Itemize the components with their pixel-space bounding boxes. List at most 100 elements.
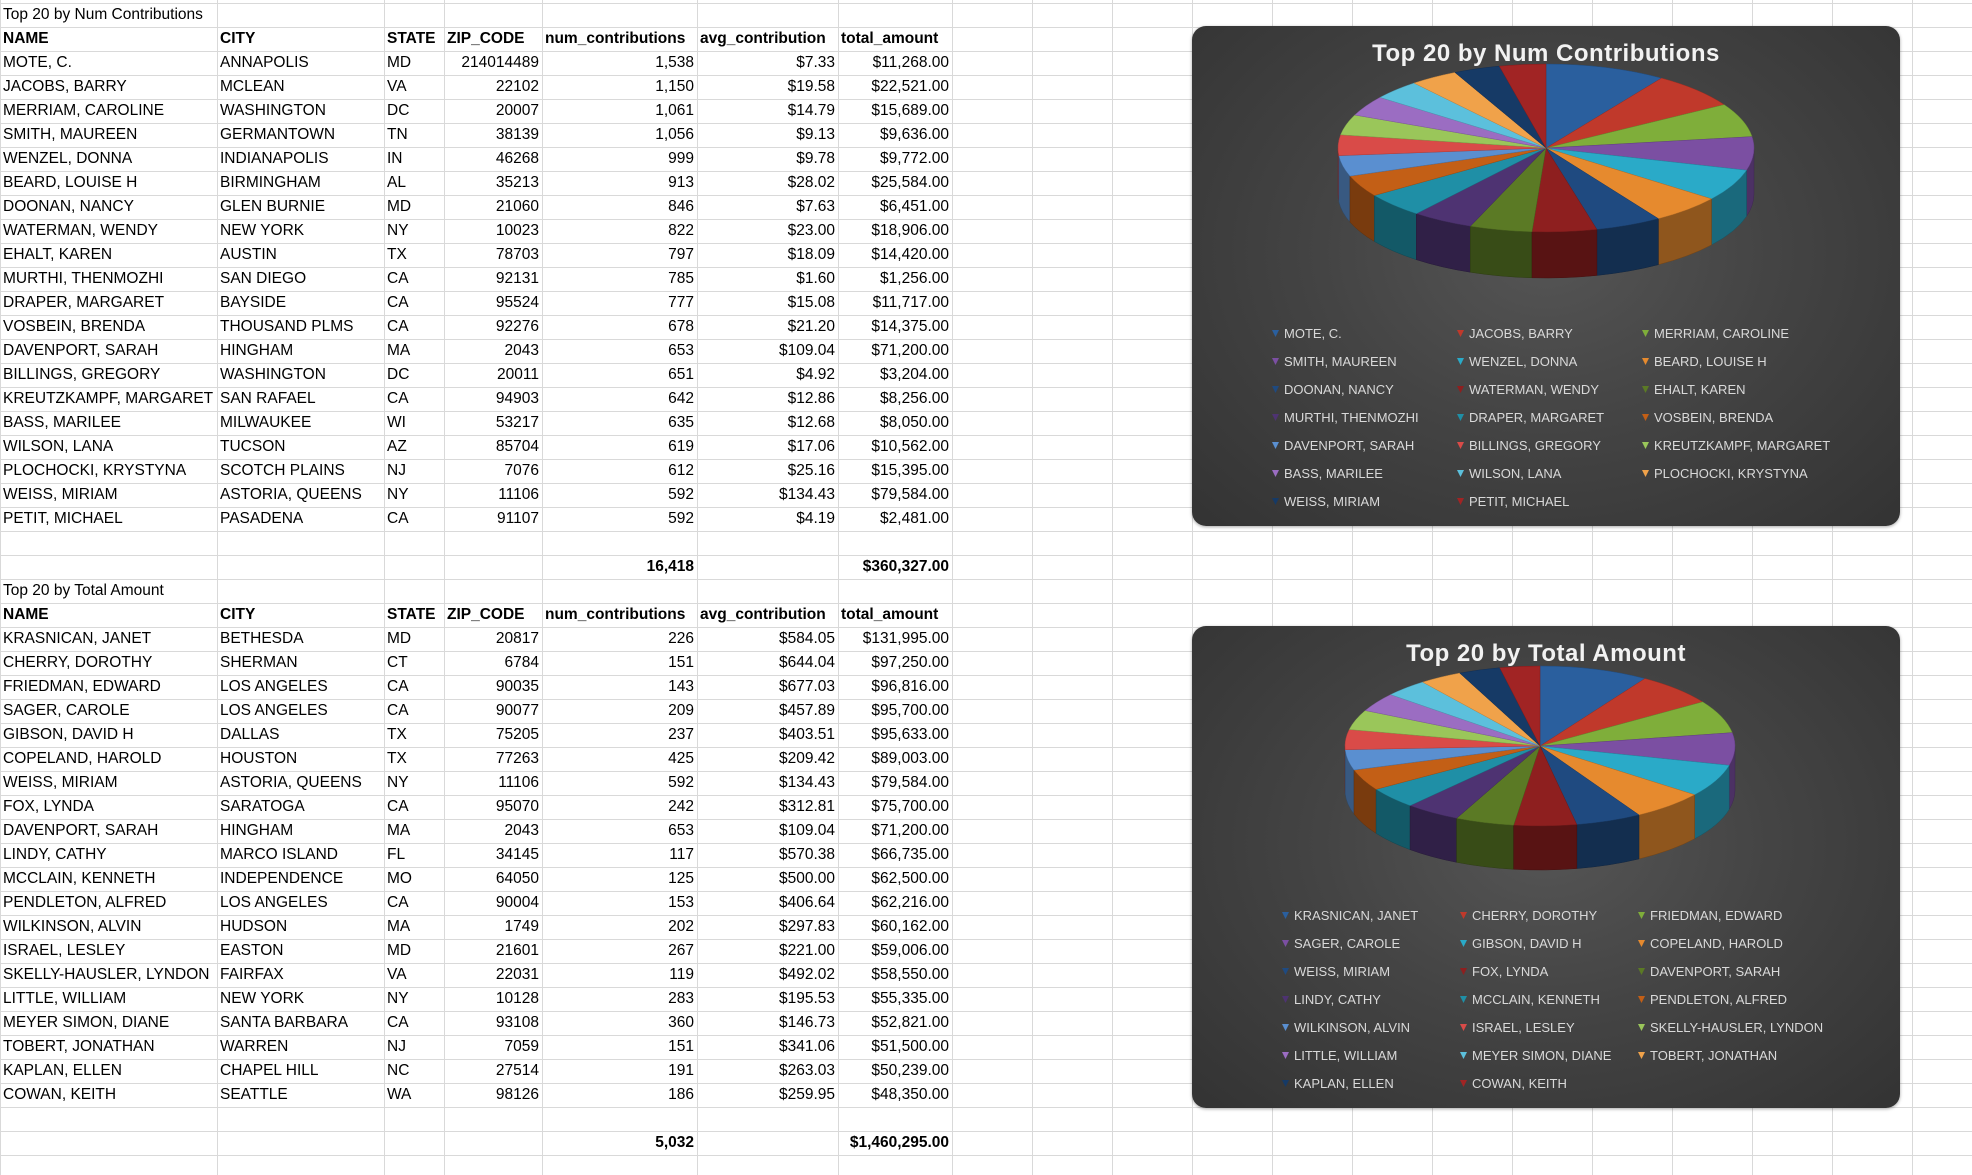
table-cell[interactable]: 186	[668, 1086, 694, 1103]
table-cell[interactable]: $9,772.00	[880, 150, 949, 167]
table-cell[interactable]: $8,256.00	[880, 390, 949, 407]
table-cell[interactable]: WILKINSON, ALVIN	[3, 918, 142, 935]
column-header[interactable]: CITY	[220, 30, 256, 47]
table-title[interactable]: Top 20 by Num Contributions	[3, 6, 203, 23]
table-cell[interactable]: $1.60	[796, 270, 835, 287]
table-cell[interactable]: HINGHAM	[220, 342, 294, 359]
table-cell[interactable]: $403.51	[778, 726, 835, 743]
table-cell[interactable]: 653	[668, 822, 694, 839]
table-cell[interactable]: PLOCHOCKI, KRYSTYNA	[3, 462, 187, 479]
table-cell[interactable]: 635	[668, 414, 694, 431]
table-cell[interactable]: $62,500.00	[871, 870, 949, 887]
table-cell[interactable]: $2,481.00	[880, 510, 949, 527]
table-cell[interactable]: WEISS, MIRIAM	[3, 774, 118, 791]
table-cell[interactable]: NY	[387, 990, 409, 1007]
table-cell[interactable]: $7.63	[796, 198, 835, 215]
column-header[interactable]: ZIP_CODE	[447, 30, 525, 47]
table-cell[interactable]: THOUSAND PLMS	[220, 318, 354, 335]
table-cell[interactable]: $11,717.00	[872, 294, 949, 311]
table-cell[interactable]: SHERMAN	[220, 654, 298, 671]
table-cell[interactable]: 11106	[498, 486, 539, 503]
table-cell[interactable]: HOUSTON	[220, 750, 298, 767]
table-cell[interactable]: 191	[668, 1062, 694, 1079]
table-cell[interactable]: INDEPENDENCE	[220, 870, 344, 887]
column-header[interactable]: avg_contribution	[700, 30, 826, 47]
pie-chart-num-contributions[interactable]: Top 20 by Num Contributions MOTE, C. JACO…	[1192, 26, 1900, 526]
table-cell[interactable]: MD	[387, 942, 412, 959]
table-cell[interactable]: 75205	[495, 726, 539, 743]
table-cell[interactable]: $25.16	[787, 462, 835, 479]
table-cell[interactable]: CA	[387, 678, 409, 695]
table-cell[interactable]: 651	[668, 366, 694, 383]
column-header[interactable]: num_contributions	[545, 606, 686, 623]
table-cell[interactable]: MA	[387, 822, 411, 839]
table-cell[interactable]: 98126	[495, 1086, 539, 1103]
table-cell[interactable]: DAVENPORT, SARAH	[3, 822, 159, 839]
table-cell[interactable]: 360	[668, 1014, 694, 1031]
table-cell[interactable]: $18,906.00	[871, 222, 949, 239]
table-cell[interactable]: $312.81	[778, 798, 835, 815]
table-cell[interactable]: $21.20	[787, 318, 835, 335]
table-cell[interactable]: 77263	[495, 750, 539, 767]
table-cell[interactable]: $89,003.00	[871, 750, 949, 767]
table-cell[interactable]: 119	[669, 966, 694, 983]
table-cell[interactable]: $52,821.00	[871, 1014, 949, 1031]
table-cell[interactable]: 797	[668, 246, 694, 263]
table-cell[interactable]: 93108	[495, 1014, 539, 1031]
column-header[interactable]: num_contributions	[545, 30, 686, 47]
table-cell[interactable]: LITTLE, WILLIAM	[3, 990, 127, 1007]
column-header[interactable]: total_amount	[841, 606, 939, 623]
table-cell[interactable]: $25,584.00	[871, 174, 949, 191]
table-cell[interactable]: $79,584.00	[871, 486, 949, 503]
table-cell[interactable]: $9.78	[796, 150, 835, 167]
table-cell[interactable]: DALLAS	[220, 726, 280, 743]
table-cell[interactable]: ASTORIA, QUEENS	[220, 774, 362, 791]
table-cell[interactable]: COPELAND, HAROLD	[3, 750, 162, 767]
column-header[interactable]: NAME	[3, 30, 49, 47]
table-cell[interactable]: 209	[668, 702, 694, 719]
table-cell[interactable]: $17.06	[787, 438, 835, 455]
table-cell[interactable]: TOBERT, JONATHAN	[3, 1038, 155, 1055]
table-cell[interactable]: WI	[387, 414, 406, 431]
table-cell[interactable]: $15.08	[787, 294, 835, 311]
column-header[interactable]: total_amount	[841, 30, 939, 47]
table-cell[interactable]: CA	[387, 510, 409, 527]
table-cell[interactable]: EASTON	[220, 942, 284, 959]
table-cell[interactable]: 202	[668, 918, 694, 935]
table-cell[interactable]: KAPLAN, ELLEN	[3, 1062, 122, 1079]
table-cell[interactable]: 21060	[495, 198, 539, 215]
table-cell[interactable]: $221.00	[778, 942, 835, 959]
table-cell[interactable]: GLEN BURNIE	[220, 198, 326, 215]
table-cell[interactable]: CA	[387, 702, 409, 719]
table-cell[interactable]: $263.03	[778, 1062, 835, 1079]
table-cell[interactable]: 90077	[495, 702, 539, 719]
table-cell[interactable]: 22102	[495, 78, 539, 95]
table-cell[interactable]: $341.06	[778, 1038, 835, 1055]
table-cell[interactable]: CA	[387, 390, 409, 407]
table-cell[interactable]: IN	[387, 150, 403, 167]
table-cell[interactable]: $58,550.00	[871, 966, 949, 983]
table-cell[interactable]: 20011	[497, 366, 539, 383]
table-cell[interactable]: 592	[668, 774, 694, 791]
table-cell[interactable]: ISRAEL, LESLEY	[3, 942, 126, 959]
table-cell[interactable]: $15,395.00	[871, 462, 949, 479]
table-cell[interactable]: WA	[387, 1086, 412, 1103]
table-cell[interactable]: 913	[668, 174, 694, 191]
table-cell[interactable]: INDIANAPOLIS	[220, 150, 329, 167]
table-cell[interactable]: FOX, LYNDA	[3, 798, 95, 815]
table-cell[interactable]: 2043	[504, 822, 539, 839]
table-cell[interactable]: 117	[669, 846, 694, 863]
table-cell[interactable]: HINGHAM	[220, 822, 294, 839]
table-cell[interactable]: 6784	[504, 654, 539, 671]
table-cell[interactable]: 267	[668, 942, 694, 959]
table-cell[interactable]: KREUTZKAMPF, MARGARET	[3, 390, 214, 407]
table-cell[interactable]: WENZEL, DONNA	[3, 150, 133, 167]
table-cell[interactable]: DRAPER, MARGARET	[3, 294, 165, 311]
table-cell[interactable]: $71,200.00	[871, 342, 949, 359]
table-cell[interactable]: 143	[668, 678, 694, 695]
table-cell[interactable]: $15,689.00	[871, 102, 949, 119]
table-cell[interactable]: LOS ANGELES	[220, 678, 328, 695]
table-title[interactable]: Top 20 by Total Amount	[3, 582, 164, 599]
table-cell[interactable]: 22031	[495, 966, 539, 983]
table-cell[interactable]: 64050	[495, 870, 539, 887]
